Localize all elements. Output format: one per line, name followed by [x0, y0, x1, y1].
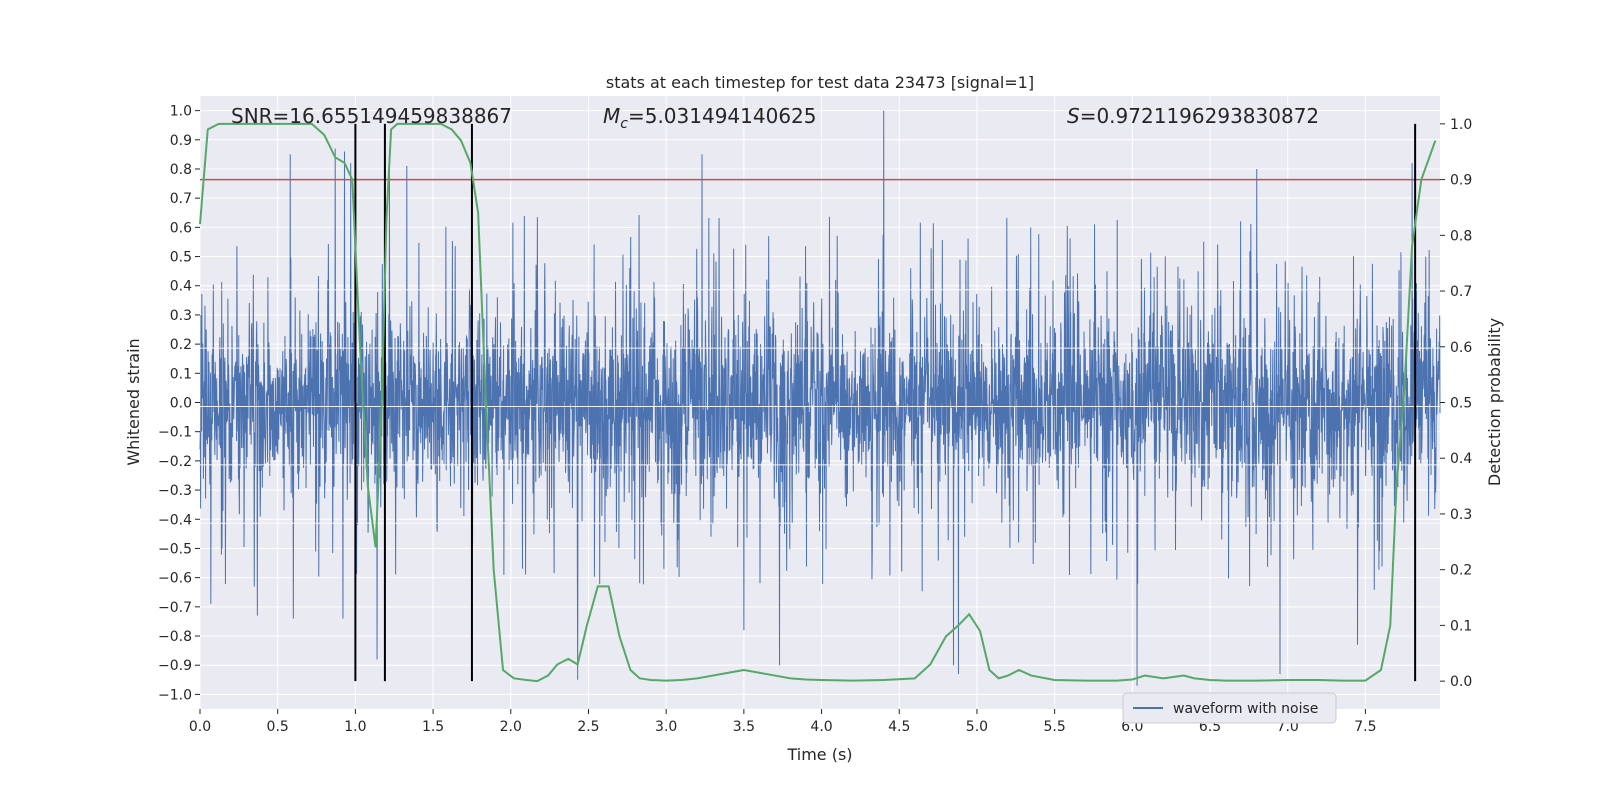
- chirp-mass-subscript: c: [620, 116, 628, 132]
- waveform-series-line: [199, 110, 1441, 686]
- s-value: =0.9721196293830872: [1080, 104, 1319, 128]
- x-tick-label: 5.5: [1044, 719, 1066, 735]
- y-tick-label: −0.3: [158, 483, 192, 499]
- y-tick-label: 0.3: [170, 308, 192, 324]
- chirp-mass-value: =5.031494140625: [628, 104, 817, 128]
- x-tick-label: 0.5: [267, 719, 289, 735]
- y2-tick-label: 0.4: [1450, 451, 1472, 467]
- y-axis-label: Whitened strain: [124, 338, 143, 465]
- chirp-mass-symbol: M: [603, 104, 620, 128]
- x-axis-label: Time (s): [786, 745, 852, 764]
- y-tick-label: −0.8: [158, 629, 192, 645]
- snr-annotation: SNR=16.655149459838867: [231, 104, 512, 128]
- y-tick-label: −0.2: [158, 454, 192, 470]
- y2-tick-label: 0.6: [1450, 340, 1472, 356]
- y-tick-label: 0.1: [170, 366, 192, 382]
- y-tick-label: −0.6: [158, 571, 192, 587]
- legend-label: waveform with noise: [1173, 701, 1318, 717]
- y-tick-label: −0.9: [158, 658, 192, 674]
- y-tick-label: 0.6: [170, 220, 192, 236]
- x-tick-label: 1.5: [422, 719, 444, 735]
- y-tick-label: −1.0: [158, 687, 192, 703]
- probability-series-line: [199, 122, 1437, 683]
- y-tick-label: 0.8: [170, 162, 192, 178]
- x-tick-label: 0.0: [189, 719, 211, 735]
- x-tick-label: 5.0: [966, 719, 988, 735]
- x-tick-label: 4.5: [888, 719, 910, 735]
- y-tick-label: −0.4: [158, 512, 192, 528]
- y2-tick-label: 0.8: [1450, 228, 1472, 244]
- y-tick-label: 0.0: [170, 396, 192, 412]
- x-tick-label: 7.5: [1354, 719, 1376, 735]
- y2-tick-label: 0.1: [1450, 618, 1472, 634]
- y2-tick-label: 0.9: [1450, 173, 1472, 189]
- legend-box: [1122, 692, 1337, 724]
- legend: waveform with noise: [1122, 692, 1337, 724]
- x-tick-label: 2.0: [500, 719, 522, 735]
- y2-tick-label: 0.2: [1450, 563, 1472, 579]
- y2-tick-label: 0.5: [1450, 396, 1472, 412]
- y-tick-label: −0.7: [158, 600, 192, 616]
- y2-tick-label: 0.0: [1450, 674, 1472, 690]
- axes: 0.0 0.5 1.0 1.5 2.0 2.5 3.0 3.5 4.0 4.5 5.0 5.5 6.0 6…: [158, 104, 1472, 735]
- chart-title: stats at each timestep for test data 234…: [606, 73, 1034, 92]
- y-tick-label: −0.1: [158, 425, 192, 441]
- x-tick-label: 4.0: [810, 719, 832, 735]
- y-tick-label: 0.5: [170, 250, 192, 266]
- x-tick-label: 1.0: [344, 719, 366, 735]
- y-tick-label: −0.5: [158, 541, 192, 557]
- x-tick-label: 3.5: [733, 719, 755, 735]
- y2-tick-label: 0.3: [1450, 507, 1472, 523]
- plot-content: [199, 110, 1441, 686]
- y-tick-label: 0.4: [170, 279, 192, 295]
- chirp-mass-annotation: Mc=5.031494140625: [603, 104, 817, 132]
- y-tick-label: 1.0: [170, 104, 192, 120]
- y-tick-label: 0.7: [170, 191, 192, 207]
- x-tick-label: 2.5: [577, 719, 599, 735]
- s-annotation: S=0.9721196293830872: [1067, 104, 1319, 128]
- y2-tick-label: 0.7: [1450, 284, 1472, 300]
- y2-tick-label: 1.0: [1450, 117, 1472, 133]
- s-symbol: S: [1067, 104, 1080, 128]
- x-tick-label: 3.0: [655, 719, 677, 735]
- y-tick-label: 0.9: [170, 133, 192, 149]
- y-tick-label: 0.2: [170, 337, 192, 353]
- y2-axis-label: Detection probability: [1485, 318, 1504, 486]
